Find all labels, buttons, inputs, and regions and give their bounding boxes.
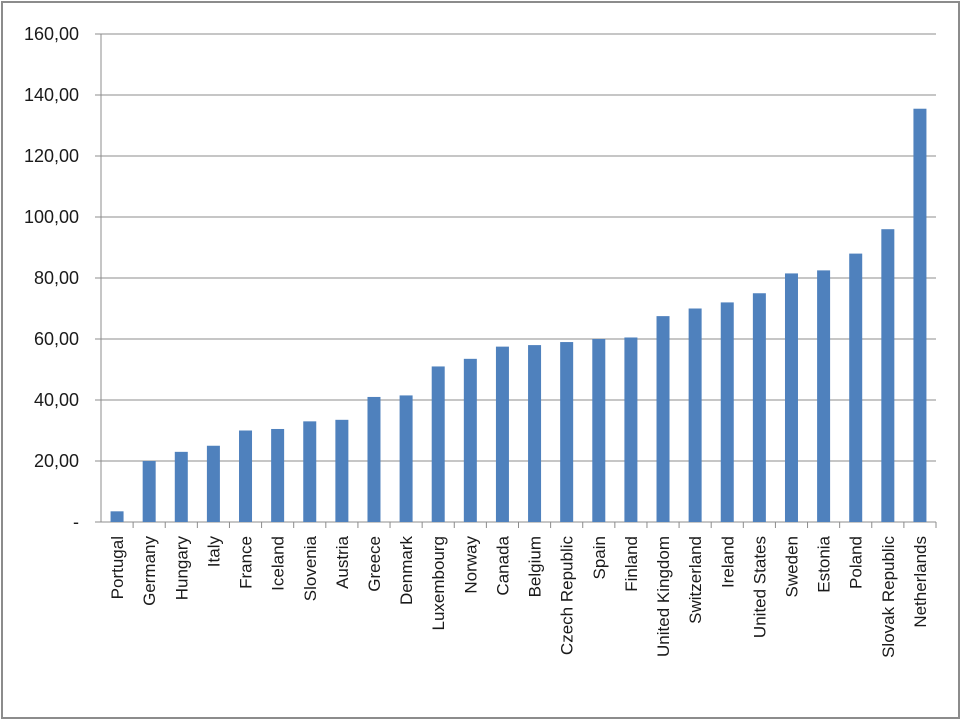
bar: [367, 396, 381, 522]
x-tick-label: Canada: [493, 535, 512, 595]
x-tick-label: Poland: [847, 536, 866, 589]
bar: [399, 395, 413, 522]
x-tick-label: Estonia: [815, 535, 834, 592]
x-tick-label: Austria: [333, 535, 352, 588]
bar: [110, 511, 124, 522]
x-tick-label: Spain: [590, 536, 609, 579]
bar: [913, 108, 927, 522]
bar: [656, 316, 670, 523]
x-tick-label: Slovak Republic: [879, 536, 898, 658]
x-tick-label: Czech Republic: [558, 536, 577, 656]
bar: [271, 428, 285, 522]
bar: [849, 253, 863, 522]
x-tick-label: Greece: [365, 536, 384, 592]
x-tick-label: Ireland: [718, 536, 737, 588]
bar: [592, 339, 606, 522]
bar: [881, 229, 895, 522]
y-tick-label: 80,00: [34, 268, 79, 288]
y-tick-label: 60,00: [34, 329, 79, 349]
bar: [784, 273, 798, 522]
x-tick-label: Luxembourg: [429, 536, 448, 631]
bar: [206, 445, 220, 522]
y-tick-label: 140,00: [24, 85, 79, 105]
y-tick-label: 120,00: [24, 146, 79, 166]
x-tick-label: France: [237, 536, 256, 589]
bar: [688, 308, 702, 522]
y-tick-label: 100,00: [24, 207, 79, 227]
bar: [720, 302, 734, 522]
y-tick-label: 160,00: [24, 24, 79, 44]
x-tick-label: Sweden: [782, 536, 801, 597]
x-tick-label: Iceland: [269, 536, 288, 591]
x-tick-label: Italy: [204, 536, 223, 568]
x-tick-label: Denmark: [397, 536, 416, 605]
x-tick-label: Germany: [140, 536, 159, 606]
bar: [752, 293, 766, 522]
bar: [303, 421, 317, 522]
bar: [142, 461, 156, 522]
bar: [463, 358, 477, 522]
bar: [817, 270, 831, 523]
bar: [624, 337, 638, 522]
x-tick-label: Portugal: [108, 536, 127, 599]
bar: [174, 451, 188, 522]
bar: [495, 346, 509, 523]
bar: [335, 419, 349, 522]
bar: [431, 366, 445, 522]
bar: [528, 345, 542, 522]
x-tick-label: Belgium: [526, 536, 545, 597]
x-tick-label: Norway: [461, 536, 480, 594]
bar: [560, 342, 574, 522]
x-tick-label: Slovenia: [301, 535, 320, 601]
x-tick-label: Switzerland: [686, 536, 705, 624]
x-tick-label: Netherlands: [911, 536, 930, 628]
x-tick-label: Hungary: [172, 536, 191, 601]
y-tick-label: 20,00: [34, 451, 79, 471]
x-tick-label: United States: [750, 536, 769, 638]
x-tick-label: United Kingdom: [654, 536, 673, 657]
bar: [239, 430, 253, 522]
y-tick-label: 40,00: [34, 390, 79, 410]
y-tick-label: -: [73, 512, 79, 532]
x-tick-label: Finland: [622, 536, 641, 592]
